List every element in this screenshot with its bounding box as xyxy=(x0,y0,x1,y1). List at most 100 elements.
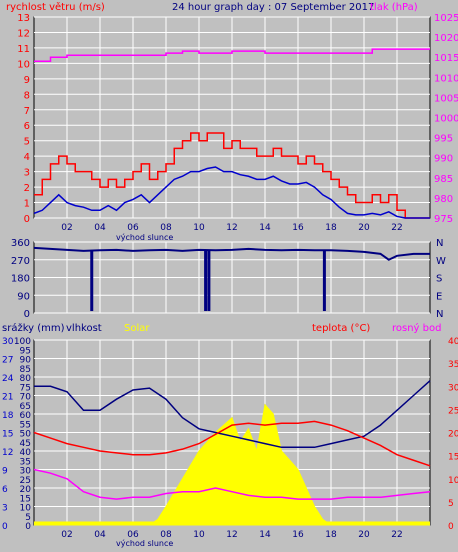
wind-tick-label: 1 xyxy=(24,199,30,210)
rain-tick-label: 12 xyxy=(2,448,13,458)
humidity-tick-label: 95 xyxy=(20,346,31,356)
x-tick-label: 20 xyxy=(358,223,370,233)
humidity-line xyxy=(34,380,431,449)
direction-tick-label: 360 xyxy=(11,238,30,249)
wind-tick-label: 3 xyxy=(24,168,30,179)
rain-tick-label: 6 xyxy=(2,485,8,495)
x-tick-label: 12 xyxy=(226,223,237,233)
x-tick-label-bottom: 12 xyxy=(226,530,237,540)
temperature-tick-label: 20 xyxy=(448,430,458,440)
humidity-tick-label: 35 xyxy=(20,457,31,467)
wind-tick-label: 4 xyxy=(24,152,30,163)
wind-tick-label: 10 xyxy=(17,59,30,70)
x-tick-label-bottom: 22 xyxy=(391,530,402,540)
humidity-tick-label: 80 xyxy=(20,374,32,384)
rain-tick-label: 24 xyxy=(2,374,14,384)
sunrise-label-bottom: východ slunce xyxy=(116,539,173,548)
x-tick-label-bottom: 14 xyxy=(259,530,271,540)
x-tick-label: 04 xyxy=(94,223,106,233)
humidity-tick-label: 50 xyxy=(20,430,32,440)
temperature-tick-label: 10 xyxy=(448,476,458,486)
wind-tick-label: 8 xyxy=(24,90,30,101)
chart-title: 24 hour graph day : 07 September 2017 xyxy=(172,2,374,13)
humidity-tick-label: 60 xyxy=(20,411,32,421)
x-tick-label: 16 xyxy=(292,223,304,233)
temperature-tick-label: 0 xyxy=(448,522,454,532)
temperature-tick-label: 25 xyxy=(448,406,458,416)
humidity-tick-label: 100 xyxy=(14,337,31,347)
x-tick-label-bottom: 10 xyxy=(193,530,205,540)
rain-tick-label: 21 xyxy=(2,393,13,403)
solar-legend: Solar xyxy=(124,323,150,334)
pressure-tick-label: 1005 xyxy=(434,93,458,104)
x-tick-label-bottom: 06 xyxy=(127,530,139,540)
x-tick-label: 08 xyxy=(160,223,172,233)
wind-axis-title: rychlost větru (m/s) xyxy=(6,1,105,13)
rain-tick-label: 18 xyxy=(2,411,14,421)
temperature-tick-label: 5 xyxy=(448,499,454,509)
humidity-tick-label: 85 xyxy=(20,365,31,375)
pressure-tick-label: 985 xyxy=(434,174,453,185)
pressure-tick-label: 995 xyxy=(434,134,453,145)
humidity-tick-label: 20 xyxy=(20,485,32,495)
dewpoint-legend: rosný bod xyxy=(392,322,441,334)
pressure-tick-label: 1000 xyxy=(434,114,458,125)
direction-tick-label: 180 xyxy=(11,274,30,285)
x-tick-label: 18 xyxy=(325,223,337,233)
dewpoint-line xyxy=(33,468,431,500)
sunrise-label-top: východ slunce xyxy=(116,233,173,242)
humidity-tick-label: 25 xyxy=(20,476,31,486)
direction-line xyxy=(33,246,430,261)
direction-compass-label: N xyxy=(436,309,443,320)
wind-gust-line xyxy=(34,132,430,219)
x-tick-label-bottom: 08 xyxy=(160,530,172,540)
wind-tick-label: 7 xyxy=(24,106,30,117)
x-tick-label-bottom: 04 xyxy=(94,530,106,540)
pressure-line xyxy=(34,48,430,62)
x-tick-label-bottom: 20 xyxy=(358,530,370,540)
x-tick-label-bottom: 18 xyxy=(325,530,337,540)
rain-tick-label: 9 xyxy=(2,467,8,477)
temperature-tick-label: 15 xyxy=(448,453,458,463)
direction-tick-label: 90 xyxy=(17,291,30,302)
rain-tick-label: 3 xyxy=(2,504,8,514)
humidity-tick-label: 65 xyxy=(20,402,31,412)
direction-compass-label: S xyxy=(436,274,442,285)
rain-tick-label: 15 xyxy=(2,430,13,440)
temperature-tick-label: 30 xyxy=(448,383,458,393)
pressure-tick-label: 975 xyxy=(434,214,453,225)
rain-tick-label: 30 xyxy=(2,337,14,347)
pressure-tick-label: 1015 xyxy=(434,53,458,64)
pressure-tick-label: 980 xyxy=(434,194,453,205)
humidity-tick-label: 5 xyxy=(25,513,31,523)
wind-tick-label: 12 xyxy=(17,28,30,39)
x-tick-label: 10 xyxy=(193,223,205,233)
direction-compass-label: W xyxy=(436,256,446,267)
humidity-tick-label: 45 xyxy=(20,439,31,449)
humidity-tick-label: 90 xyxy=(20,356,32,366)
x-tick-label: 22 xyxy=(391,223,402,233)
wind-tick-label: 0 xyxy=(24,214,30,225)
x-tick-label: 14 xyxy=(259,223,271,233)
temperature-legend: teplota (°C) xyxy=(312,323,370,334)
x-tick-label: 02 xyxy=(61,223,72,233)
humidity-tick-label: 30 xyxy=(20,467,32,477)
x-tick-label-bottom: 02 xyxy=(61,530,72,540)
humidity-tick-label: 70 xyxy=(20,393,32,403)
rain-tick-label: 0 xyxy=(2,522,8,532)
wind-tick-label: 5 xyxy=(24,137,30,148)
direction-tick-label: 0 xyxy=(24,309,30,320)
rain-axis-title: srážky (mm) xyxy=(2,322,65,334)
wind-tick-label: 9 xyxy=(24,75,30,86)
humidity-legend: vlhkost xyxy=(66,323,102,334)
x-tick-label: 06 xyxy=(127,223,139,233)
direction-compass-label: E xyxy=(436,291,442,302)
humidity-tick-label: 15 xyxy=(20,494,31,504)
pressure-tick-label: 1020 xyxy=(434,33,458,44)
temperature-tick-label: 35 xyxy=(448,360,458,370)
direction-compass-label: N xyxy=(436,238,443,249)
wind-tick-label: 2 xyxy=(24,183,30,194)
rain-tick-label: 27 xyxy=(2,356,13,366)
